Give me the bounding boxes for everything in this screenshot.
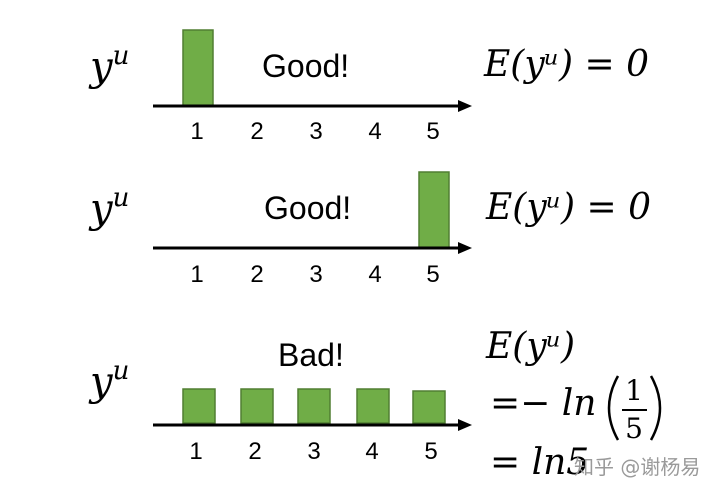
panel-3-verdict: Bad! (278, 337, 344, 373)
panel-2: yu Good! 1 2 3 4 5 E(yᵘ) = 0 (88, 171, 651, 288)
panel-2-entropy: E(yᵘ) = 0 (485, 187, 651, 228)
panel-3-bar-4 (356, 388, 390, 424)
panel-3: yu Bad! 1 2 3 4 5 E(yᵘ) =− ln 1 5 = ln5 (88, 326, 662, 483)
panel-3-right-paren (649, 375, 662, 441)
panel-2-axis-arrow (458, 242, 472, 254)
panel-2-tick-2: 2 (250, 261, 263, 288)
panel-3-bar-2 (240, 388, 274, 424)
panel-1-verdict: Good! (262, 48, 349, 84)
panel-1-tick-3: 3 (309, 118, 322, 145)
panel-1-tick-2: 2 (250, 118, 263, 145)
panel-1-axis-arrow (458, 100, 472, 112)
panel-3-bar-3 (297, 388, 331, 424)
panel-3-bar-1 (182, 388, 216, 424)
panel-3-bar-5 (412, 390, 446, 424)
watermark: 知乎 @谢杨易 (574, 455, 700, 479)
panel-1-entropy: E(yᵘ) = 0 (483, 44, 649, 85)
panel-2-verdict: Good! (264, 190, 351, 226)
panel-3-fraction-numerator: 1 (625, 374, 643, 407)
panel-3-tick-5: 5 (424, 438, 437, 465)
panel-3-fraction-denominator: 5 (625, 412, 643, 445)
panel-3-entropy-line-1: E(yᵘ) (485, 326, 575, 367)
panel-1-y-label: yu (88, 41, 129, 90)
panel-1: yu Good! 1 2 3 4 5 E(yᵘ) = 0 (88, 29, 649, 145)
panel-3-entropy-line-3: = ln5 (490, 442, 589, 483)
panel-1-bar-1 (182, 29, 214, 107)
panel-3-axis-arrow (458, 419, 472, 431)
panel-2-tick-4: 4 (368, 261, 381, 288)
panel-2-bar-5 (418, 171, 450, 249)
panel-2-tick-1: 1 (190, 261, 203, 288)
panel-2-tick-5: 5 (426, 261, 439, 288)
panel-3-tick-1: 1 (189, 438, 202, 465)
panel-3-y-label: yu (88, 356, 129, 405)
panel-3-entropy-line-2: =− ln (490, 383, 596, 424)
panel-2-y-label: yu (88, 183, 129, 232)
panel-1-tick-5: 5 (426, 118, 439, 145)
panel-3-tick-4: 4 (365, 438, 378, 465)
panel-1-tick-1: 1 (190, 118, 203, 145)
panel-2-tick-3: 3 (309, 261, 322, 288)
panel-3-tick-3: 3 (307, 438, 320, 465)
panel-3-tick-2: 2 (248, 438, 261, 465)
panel-3-left-paren (607, 375, 620, 441)
panel-1-tick-4: 4 (368, 118, 381, 145)
